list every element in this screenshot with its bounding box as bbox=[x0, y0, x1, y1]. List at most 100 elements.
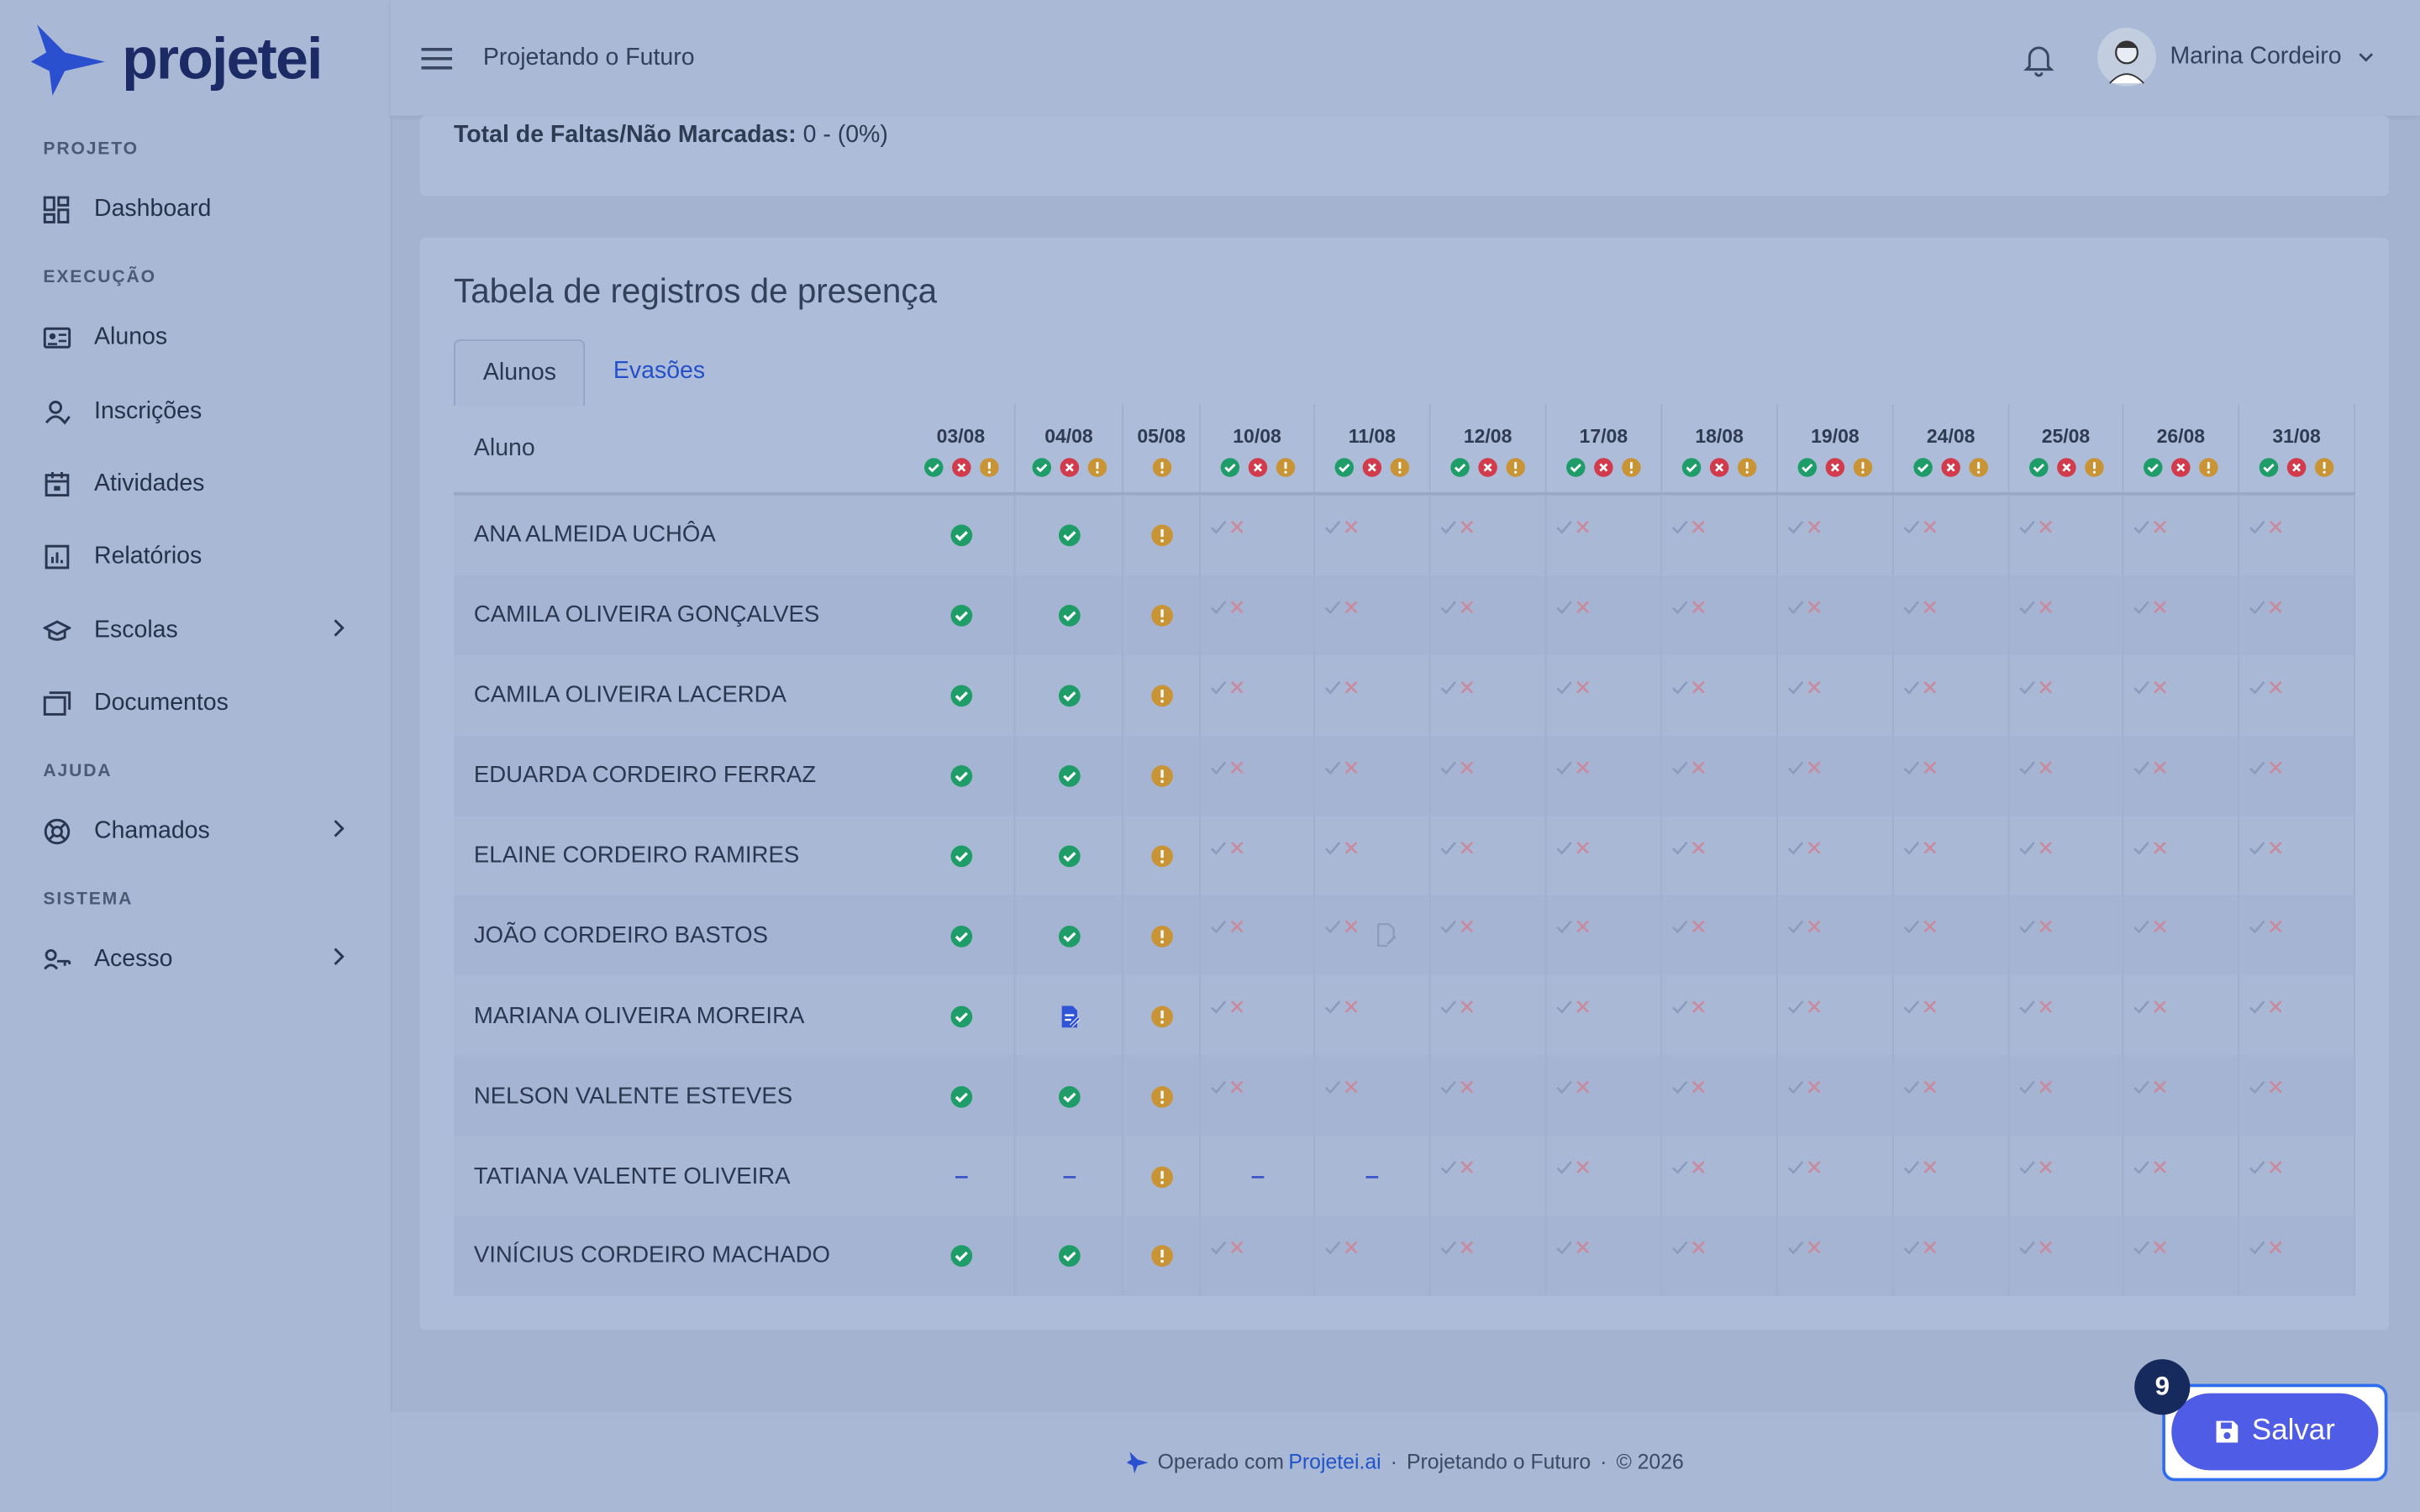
unmarked-toggle[interactable] bbox=[1210, 1076, 1247, 1100]
attendance-cell[interactable] bbox=[1777, 1215, 1894, 1296]
attendance-cell[interactable] bbox=[1429, 895, 1547, 976]
attendance-cell[interactable] bbox=[908, 895, 1016, 976]
attendance-cell[interactable] bbox=[2123, 493, 2240, 575]
attendance-cell[interactable] bbox=[1545, 1215, 1663, 1296]
attendance-cell[interactable] bbox=[1123, 575, 1201, 656]
attendance-cell[interactable] bbox=[1313, 1136, 1431, 1216]
attendance-cell[interactable] bbox=[908, 1055, 1016, 1137]
attendance-cell[interactable] bbox=[2238, 1136, 2355, 1216]
unmarked-toggle[interactable] bbox=[1210, 916, 1247, 940]
attendance-cell[interactable] bbox=[2008, 1136, 2124, 1216]
attendance-cell[interactable] bbox=[1545, 1136, 1663, 1216]
unmarked-toggle[interactable] bbox=[2133, 1236, 2170, 1260]
attendance-cell[interactable] bbox=[1661, 735, 1778, 816]
nav-label[interactable]: Atividades bbox=[94, 470, 205, 497]
attendance-cell[interactable] bbox=[1429, 735, 1547, 816]
attendance-cell[interactable] bbox=[2238, 493, 2355, 575]
unmarked-toggle[interactable] bbox=[1324, 995, 1361, 1020]
attendance-cell[interactable] bbox=[2238, 1215, 2355, 1296]
nav-label[interactable]: Escolas bbox=[94, 616, 178, 643]
attendance-cell[interactable] bbox=[2238, 655, 2355, 736]
unmarked-toggle[interactable] bbox=[2018, 836, 2055, 860]
unmarked-toggle[interactable] bbox=[2018, 916, 2055, 940]
unmarked-toggle[interactable] bbox=[1787, 675, 1824, 700]
unmarked-toggle[interactable] bbox=[2249, 596, 2286, 620]
unmarked-toggle[interactable] bbox=[1671, 1156, 1708, 1180]
unmarked-toggle[interactable] bbox=[2133, 596, 2170, 620]
attendance-cell[interactable] bbox=[2123, 575, 2240, 656]
unmarked-toggle[interactable] bbox=[1671, 836, 1708, 860]
unmarked-toggle[interactable] bbox=[1555, 1236, 1592, 1260]
unmarked-toggle[interactable] bbox=[1440, 596, 1477, 620]
attendance-cell[interactable] bbox=[1892, 1215, 2010, 1296]
attendance-cell[interactable] bbox=[1014, 975, 1124, 1056]
unmarked-toggle[interactable] bbox=[2249, 675, 2286, 700]
attendance-cell[interactable] bbox=[1777, 895, 1894, 976]
unmarked-toggle[interactable] bbox=[2018, 995, 2055, 1020]
attendance-cell[interactable] bbox=[2008, 815, 2124, 896]
attendance-cell[interactable] bbox=[1892, 493, 2010, 575]
unmarked-toggle[interactable] bbox=[1440, 1076, 1477, 1100]
attendance-cell[interactable] bbox=[1313, 1055, 1431, 1137]
attendance-cell[interactable] bbox=[1200, 1136, 1315, 1216]
user-name[interactable]: Marina Cordeiro bbox=[2170, 43, 2342, 70]
unmarked-toggle[interactable] bbox=[1787, 596, 1824, 620]
unmarked-toggle[interactable] bbox=[1787, 755, 1824, 780]
attendance-cell[interactable] bbox=[1661, 1136, 1778, 1216]
unmarked-toggle[interactable] bbox=[2249, 836, 2286, 860]
attendance-cell[interactable] bbox=[1545, 1055, 1663, 1137]
unmarked-toggle[interactable] bbox=[1210, 675, 1247, 700]
attendance-cell[interactable] bbox=[1661, 1215, 1778, 1296]
unmarked-toggle[interactable] bbox=[1324, 916, 1361, 940]
attendance-cell[interactable] bbox=[1545, 735, 1663, 816]
attendance-cell[interactable] bbox=[1014, 575, 1124, 656]
attendance-cell[interactable] bbox=[908, 735, 1016, 816]
unmarked-toggle[interactable] bbox=[1324, 675, 1361, 700]
unmarked-toggle[interactable] bbox=[1903, 515, 1940, 539]
attendance-cell[interactable] bbox=[1014, 815, 1124, 896]
attendance-cell[interactable] bbox=[1892, 895, 2010, 976]
unmarked-toggle[interactable] bbox=[1440, 755, 1477, 780]
nav-item[interactable]: Acesso bbox=[43, 931, 345, 990]
attendance-cell[interactable] bbox=[2123, 1215, 2240, 1296]
unmarked-toggle[interactable] bbox=[2249, 916, 2286, 940]
unmarked-toggle[interactable] bbox=[1903, 675, 1940, 700]
nav-item[interactable]: Dashboard bbox=[43, 181, 344, 239]
unmarked-toggle[interactable] bbox=[1210, 1236, 1247, 1260]
unmarked-toggle[interactable] bbox=[2249, 1156, 2286, 1180]
attendance-cell[interactable] bbox=[1200, 655, 1315, 736]
unmarked-toggle[interactable] bbox=[1903, 1156, 1940, 1180]
attendance-cell[interactable] bbox=[908, 655, 1016, 736]
attendance-cell[interactable] bbox=[2123, 655, 2240, 736]
attendance-cell[interactable] bbox=[2123, 815, 2240, 896]
unmarked-toggle[interactable] bbox=[1440, 1236, 1477, 1260]
nav-label[interactable]: Acesso bbox=[94, 946, 173, 973]
unmarked-toggle[interactable] bbox=[1555, 515, 1592, 539]
unmarked-toggle[interactable] bbox=[1324, 1076, 1361, 1100]
attendance-cell[interactable] bbox=[1661, 975, 1778, 1056]
attendance-cell[interactable] bbox=[1200, 735, 1315, 816]
attendance-cell[interactable] bbox=[2008, 895, 2124, 976]
nav-item[interactable]: Relatórios bbox=[43, 528, 344, 587]
attendance-cell[interactable] bbox=[1777, 1055, 1894, 1137]
unmarked-toggle[interactable] bbox=[1555, 675, 1592, 700]
attendance-cell[interactable] bbox=[1892, 575, 2010, 656]
unmarked-toggle[interactable] bbox=[2018, 596, 2055, 620]
attendance-cell[interactable] bbox=[1123, 655, 1201, 736]
attendance-cell[interactable] bbox=[2123, 735, 2240, 816]
attendance-cell[interactable] bbox=[1014, 895, 1124, 976]
tab[interactable]: Alunos bbox=[454, 339, 586, 407]
attendance-cell[interactable] bbox=[1313, 655, 1431, 736]
attendance-cell[interactable] bbox=[1313, 575, 1431, 656]
attendance-cell[interactable] bbox=[1014, 1215, 1124, 1296]
unmarked-toggle[interactable] bbox=[1671, 596, 1708, 620]
attendance-cell[interactable] bbox=[1123, 1136, 1201, 1216]
attendance-cell[interactable] bbox=[2238, 815, 2355, 896]
unmarked-toggle[interactable] bbox=[1671, 916, 1708, 940]
unmarked-toggle[interactable] bbox=[1440, 995, 1477, 1020]
note-icon[interactable] bbox=[1374, 923, 1398, 948]
nav-item[interactable]: Alunos bbox=[43, 309, 344, 368]
attendance-cell[interactable] bbox=[1429, 493, 1547, 575]
unmarked-toggle[interactable] bbox=[2133, 675, 2170, 700]
unmarked-toggle[interactable] bbox=[1324, 515, 1361, 539]
